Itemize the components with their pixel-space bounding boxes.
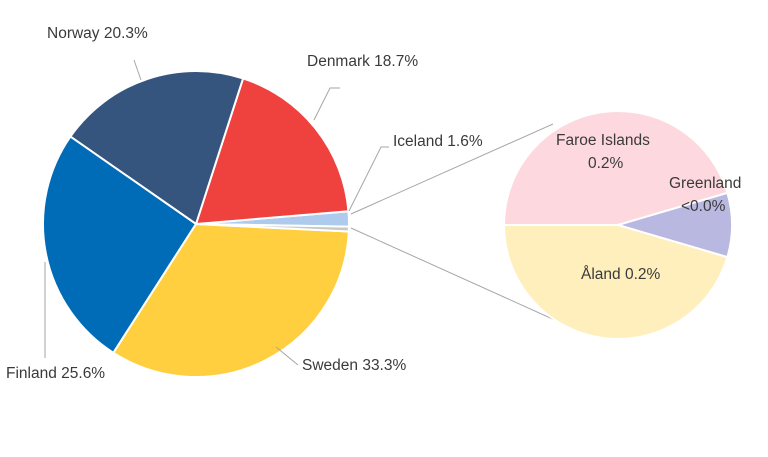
slice-label-faroe-islands-line1: Faroe Islands — [556, 132, 650, 149]
leader-denmark — [313, 87, 340, 121]
slice-label-denmark: Denmark 18.7% — [307, 53, 418, 70]
slice-label-greenland-line1: Greenland — [669, 175, 741, 192]
leader-iceland — [348, 146, 389, 212]
main-slice-denmark — [194, 77, 350, 226]
sub-slice--land — [502, 224, 729, 340]
leader-sweden — [275, 346, 299, 366]
main-slice-norway — [69, 70, 245, 226]
main-slice-other — [195, 223, 350, 233]
main-pie — [42, 70, 350, 378]
sub-slice-faroe-islands — [502, 110, 729, 226]
secondary-pie — [502, 110, 733, 340]
slice-label-finland: Finland 25.6% — [6, 365, 105, 382]
slice-label-faroe-islands-line2: 0.2% — [588, 155, 624, 172]
slice-label-sweden: Sweden 33.3% — [302, 357, 406, 374]
slice-label-iceland: Iceland 1.6% — [393, 133, 483, 150]
slice-label-greenland-line2: <0.0% — [681, 198, 726, 215]
pie-connector-bottom — [350, 227, 558, 322]
main-slice-sweden — [112, 222, 350, 378]
main-slice-finland — [42, 135, 198, 355]
pie-connector-top — [350, 123, 554, 215]
slice-label-norway: Norway 20.3% — [47, 25, 148, 42]
slice-label-aland: Åland 0.2% — [581, 266, 660, 283]
leader-norway — [133, 59, 142, 81]
